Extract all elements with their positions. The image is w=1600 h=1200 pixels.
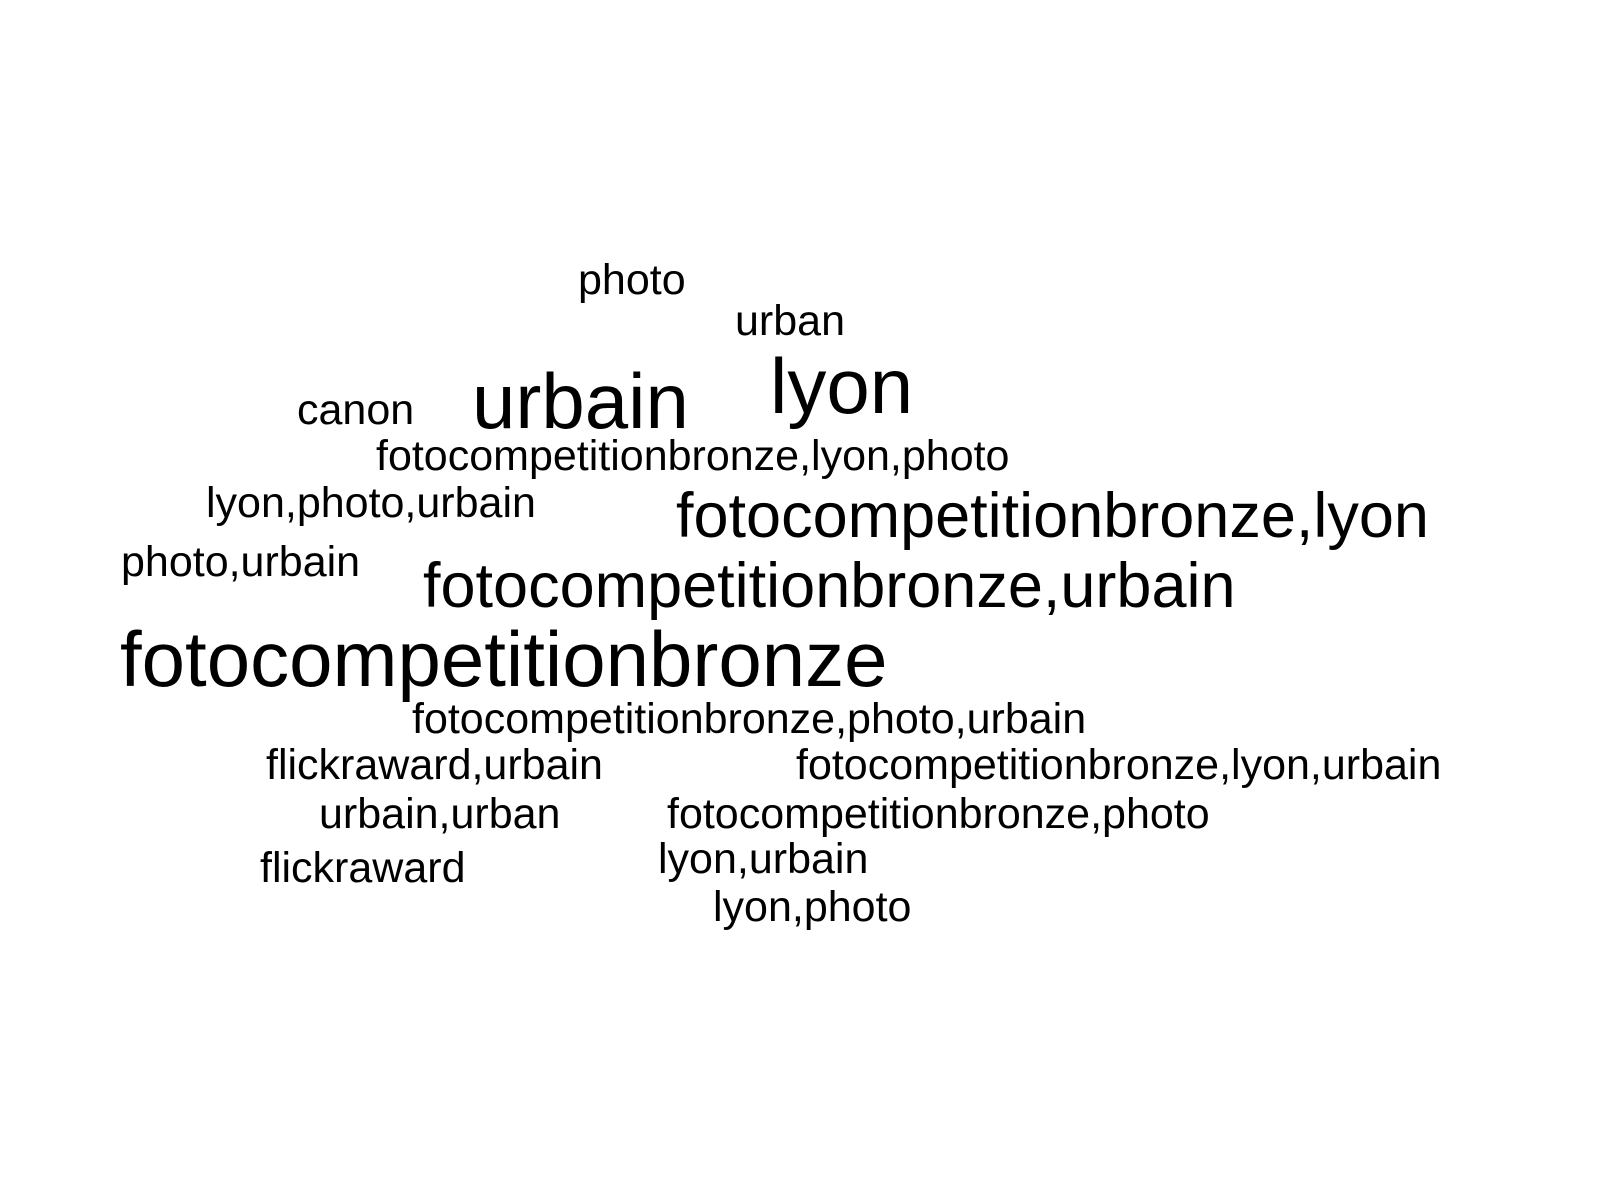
word-lyon-urbain: lyon,urbain: [658, 835, 869, 883]
word-lyon: lyon: [770, 342, 914, 430]
word-fotocompetitionbronze-photo: fotocompetitionbronze,photo: [667, 790, 1210, 838]
word-flickraward-urbain: flickraward,urbain: [266, 741, 603, 789]
word-lyon-photo: lyon,photo: [713, 883, 912, 931]
word-fotocompetitionbronze-urbain: fotocompetitionbronze,urbain: [423, 551, 1236, 621]
word-fotocompetitionbronze-lyon-photo: fotocompetitionbronze,lyon,photo: [376, 432, 1010, 480]
word-fotocompetitionbronze-photo-urbain: fotocompetitionbronze,photo,urbain: [412, 695, 1087, 743]
word-photo-urbain: photo,urbain: [121, 538, 361, 586]
word-urban: urban: [735, 297, 845, 345]
word-urbain-urban: urbain,urban: [319, 790, 561, 838]
word-lyon-photo-urbain: lyon,photo,urbain: [206, 479, 536, 527]
word-flickraward: flickraward: [260, 844, 466, 892]
word-fotocompetitionbronze: fotocompetitionbronze: [120, 615, 888, 703]
word-urbain: urbain: [472, 357, 689, 445]
word-canon: canon: [297, 386, 415, 434]
word-photo: photo: [578, 256, 686, 304]
word-fotocompetitionbronze-lyon: fotocompetitionbronze,lyon: [676, 481, 1429, 551]
word-fotocompetitionbronze-lyon-urbain: fotocompetitionbronze,lyon,urbain: [796, 741, 1442, 789]
